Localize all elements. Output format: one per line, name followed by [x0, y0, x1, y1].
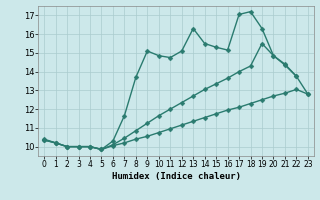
X-axis label: Humidex (Indice chaleur): Humidex (Indice chaleur) [111, 172, 241, 181]
